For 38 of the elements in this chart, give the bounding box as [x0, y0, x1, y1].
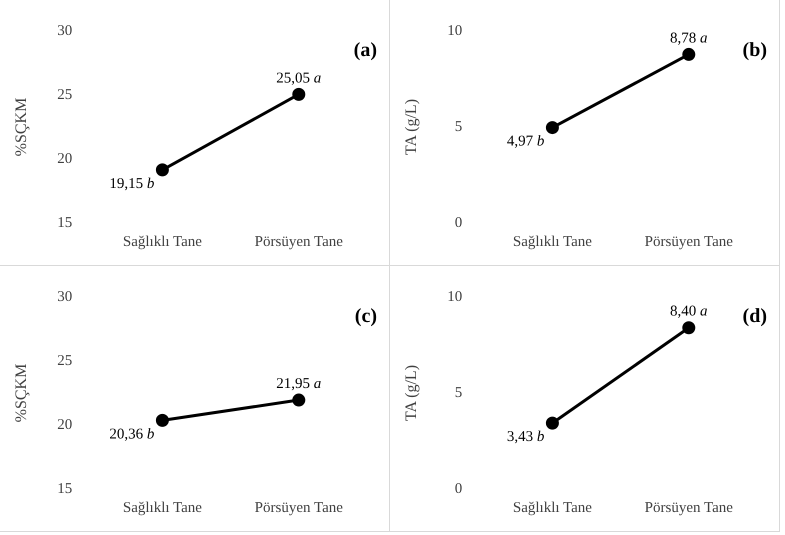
y-tick-label: 20 [57, 150, 72, 167]
chart-title: (a) [354, 39, 377, 62]
y-tick-label: 0 [454, 214, 462, 231]
y-axis-title: TA (g/L) [402, 364, 420, 422]
data-label: 8,78 a [670, 30, 708, 46]
x-tick-label: Sağlıklı Tane [122, 500, 202, 516]
data-label: 3,43 b [506, 429, 545, 446]
x-tick-label: Sağlıklı Tane [512, 500, 592, 516]
y-tick-label: 25 [57, 86, 72, 103]
data-label: 21,95 a [276, 376, 322, 392]
x-tick-label: Sağlıklı Tane [122, 234, 202, 250]
x-tick-label: Pörsüyen Tane [644, 234, 734, 250]
y-tick-label: 5 [454, 118, 462, 135]
y-tick-label: 30 [57, 288, 72, 305]
chart-title: (c) [354, 305, 377, 328]
y-tick-label: 15 [57, 480, 72, 497]
chart-title: (d) [742, 305, 767, 328]
data-label: 19,15 b [109, 176, 155, 192]
data-label: 4,97 b [506, 134, 545, 150]
data-label: 20,36 b [109, 426, 155, 442]
x-tick-label: Pörsüyen Tane [644, 500, 734, 516]
x-tick-label: Pörsüyen Tane [254, 234, 344, 250]
y-tick-label: 30 [57, 22, 72, 39]
y-axis-title: %SÇKM [12, 364, 30, 422]
y-tick-label: 0 [454, 480, 462, 497]
x-tick-label: Sağlıklı Tane [512, 234, 592, 250]
y-tick-label: 5 [454, 384, 462, 401]
y-axis-title: %SÇKM [12, 98, 30, 156]
y-tick-label: 10 [447, 22, 462, 39]
chart-title: (b) [742, 39, 767, 62]
y-tick-label: 25 [57, 352, 72, 369]
y-tick-label: 20 [57, 416, 72, 433]
y-axis-title: TA (g/L) [402, 98, 420, 156]
x-tick-label: Pörsüyen Tane [254, 500, 344, 516]
y-tick-label: 15 [57, 214, 72, 231]
data-label: 25,05 a [276, 70, 322, 86]
data-label: 8,40 a [670, 304, 708, 320]
y-tick-label: 10 [447, 288, 462, 305]
